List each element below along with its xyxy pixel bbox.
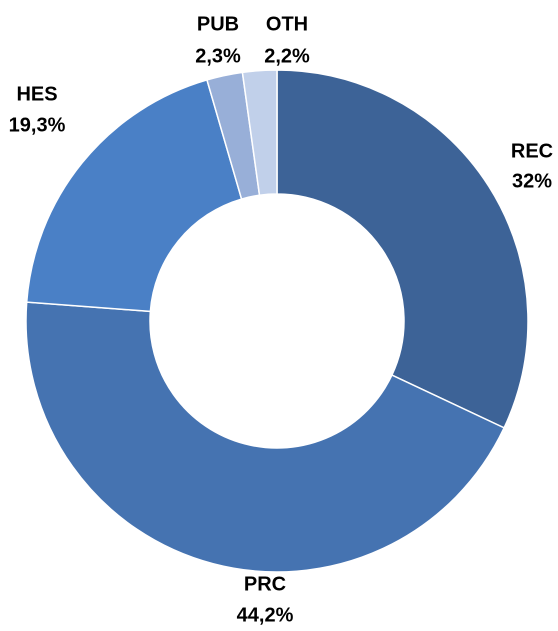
value-label: 19,3% — [9, 114, 66, 136]
donut-segment — [276, 69, 529, 429]
donut-segment — [25, 301, 506, 573]
value-label: 32% — [512, 170, 552, 192]
donut-segment — [241, 69, 278, 197]
category-label: OTH — [266, 13, 308, 35]
donut-segment — [25, 79, 243, 313]
category-label: REC — [511, 140, 553, 162]
value-label: 2,2% — [264, 45, 310, 67]
category-label: PUB — [197, 13, 239, 35]
value-label: 44,2% — [237, 604, 294, 626]
category-label: PRC — [244, 573, 286, 595]
category-label: HES — [16, 83, 57, 105]
value-label: 2,3% — [195, 45, 241, 67]
